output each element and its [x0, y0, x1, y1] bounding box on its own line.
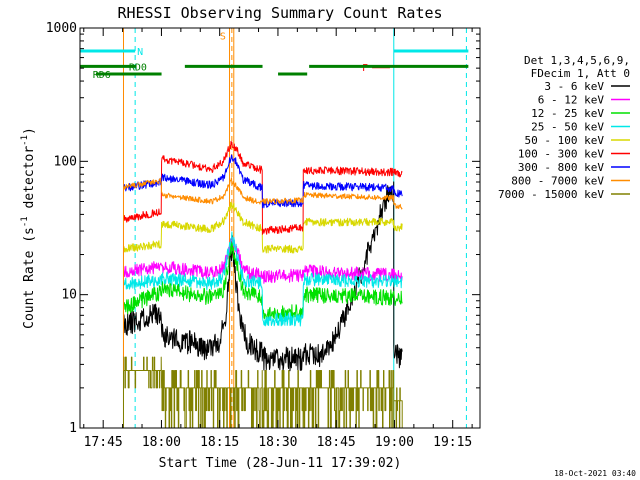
legend-label: 6 - 12 keV	[538, 94, 605, 107]
series-line	[123, 181, 403, 372]
series-layer	[122, 140, 403, 428]
legend-label: 3 - 6 keV	[544, 80, 604, 93]
legend-header-0: Det 1,3,4,5,6,9,	[524, 54, 630, 67]
x-tick-label: 18:00	[142, 435, 181, 450]
flag-label-n: N	[137, 47, 143, 58]
flag-label-f: F	[362, 63, 368, 74]
y-axis-label-sup-2: -1	[20, 135, 30, 146]
x-tick-label: 17:45	[84, 435, 123, 450]
x-tick-label: 18:45	[317, 435, 356, 450]
series-line	[123, 140, 403, 235]
legend-label: 800 - 7000 keV	[511, 175, 604, 188]
legend-label: 300 - 800 keV	[518, 161, 604, 174]
legend-header-1: FDecim 1, Att 0	[531, 67, 630, 80]
flag-label-rd0: RD0	[129, 62, 147, 73]
x-axis-label: Start Time (28-Jun-11 17:39:02)	[159, 456, 402, 471]
x-axis: 17:45 18:00 18:15 18:30 18:45 19:00 19:15	[83, 28, 473, 450]
y-axis: 1 10 100 1000	[46, 21, 480, 436]
flag-label-s: S	[220, 31, 226, 42]
x-tick-label: 19:00	[375, 435, 414, 450]
series-line	[123, 177, 403, 210]
x-tick-label: 18:30	[258, 435, 297, 450]
flag-bars: N S F RD0 RD6	[80, 31, 469, 81]
y-tick-label: 100	[54, 154, 77, 169]
series-line	[123, 231, 403, 327]
flag-label-rd6: RD6	[93, 70, 111, 81]
y-axis-label-main: Count Rate (s	[22, 227, 37, 329]
legend-label: 100 - 300 keV	[518, 148, 604, 161]
legend-label: 50 - 100 keV	[525, 134, 605, 147]
legend-label: 25 - 50 keV	[531, 121, 604, 134]
series-line	[123, 356, 403, 428]
x-tick-label: 19:15	[433, 435, 472, 450]
legend: Det 1,3,4,5,6,9,FDecim 1, Att 03 - 6 keV…	[498, 54, 630, 201]
chart-title: RHESSI Observing Summary Count Rates	[117, 4, 442, 22]
y-axis-label-close: )	[22, 127, 37, 135]
series-line	[123, 154, 403, 209]
plot-frame	[79, 27, 481, 429]
y-axis-label-sup: -1	[20, 216, 30, 227]
y-tick-label: 1	[69, 421, 77, 436]
y-tick-label: 1000	[46, 21, 77, 36]
footer-date: 18-Oct-2021 03:40	[554, 469, 636, 478]
legend-label: 12 - 25 keV	[531, 107, 604, 120]
series-9	[122, 356, 403, 428]
series-line	[123, 201, 403, 254]
x-tick-label: 18:15	[200, 435, 239, 450]
y-axis-label-tail: detector	[22, 146, 37, 217]
y-tick-label: 10	[61, 288, 77, 303]
legend-label: 7000 - 15000 keV	[498, 188, 604, 201]
y-axis-label: Count Rate (s-1 detector-1)	[20, 127, 37, 329]
